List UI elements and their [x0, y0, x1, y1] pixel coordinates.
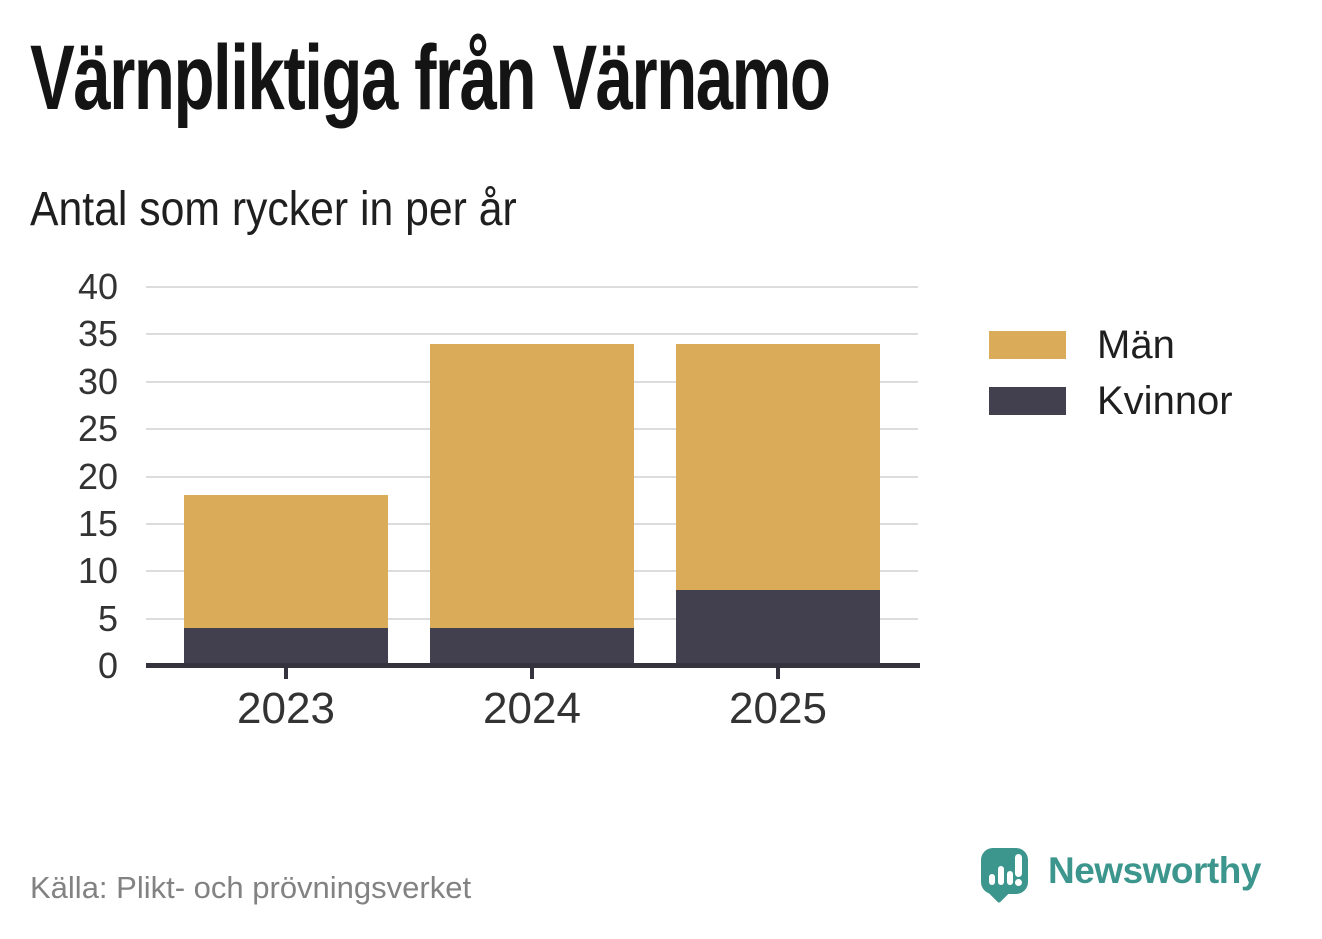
legend-swatch-man: [989, 331, 1066, 359]
y-tick-label-5: 5: [97, 597, 118, 639]
legend-label-man: Män: [1097, 323, 1175, 367]
chart-subtitle: Antal som rycker in per år: [30, 183, 517, 236]
logo-mini-bar-3: [1007, 871, 1013, 885]
x-axis-line: [146, 663, 920, 668]
bar-segment-män-2023: [184, 495, 388, 629]
source-attribution: Källa: Plikt- och prövningsverket: [30, 870, 472, 905]
logo-bubble: [981, 848, 1028, 894]
bar-segment-kvinnor-2023: [184, 628, 388, 666]
x-tick-label-2024: 2024: [483, 684, 581, 733]
x-tick-label-2025: 2025: [729, 684, 827, 733]
y-tick-label-15: 15: [77, 502, 118, 544]
y-tick-label-10: 10: [77, 550, 118, 592]
x-tick-2023: [284, 668, 288, 679]
bar-segment-kvinnor-2024: [430, 628, 634, 666]
bar-segment-kvinnor-2025: [676, 590, 880, 666]
legend-swatch-kvinnor: [989, 387, 1066, 415]
x-tick-2025: [776, 668, 780, 679]
logo-exclamation-dot: [1015, 879, 1022, 886]
gridline-y-40: [146, 286, 918, 288]
y-tick-label-20: 20: [77, 455, 118, 497]
x-tick-2024: [530, 668, 534, 679]
legend-label-kvinnor: Kvinnor: [1097, 379, 1233, 423]
y-tick-label-25: 25: [77, 408, 118, 450]
y-tick-label-30: 30: [77, 360, 118, 402]
x-tick-label-2023: 2023: [237, 684, 335, 733]
gridline-y-35: [146, 333, 918, 336]
y-tick-label-0: 0: [97, 645, 118, 686]
chart-title: Värnpliktiga från Värnamo: [30, 27, 831, 129]
plot-area: [146, 286, 918, 666]
logo-mini-bar-2: [998, 866, 1004, 885]
bar-segment-män-2024: [430, 343, 634, 629]
y-tick-label-40: 40: [77, 266, 118, 307]
brand-wordmark: Newsworthy: [1048, 850, 1261, 891]
logo-mini-bar-1: [989, 874, 995, 885]
logo-exclamation-bar: [1015, 854, 1022, 877]
bar-segment-män-2025: [676, 343, 880, 591]
newsworthy-logo: Newsworthy: [981, 848, 1321, 918]
y-tick-label-35: 35: [77, 313, 118, 355]
